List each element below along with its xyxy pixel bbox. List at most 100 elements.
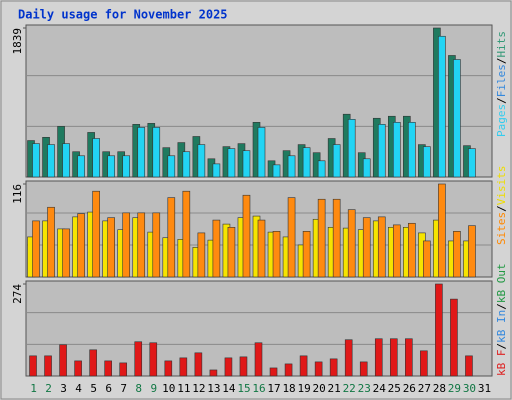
legend-separator: / <box>495 97 508 104</box>
x-tick-label: 25 <box>388 382 401 395</box>
x-tick-label: 16 <box>252 382 265 395</box>
bar <box>389 338 398 377</box>
bar <box>392 224 401 278</box>
bar <box>77 213 85 278</box>
bar <box>149 342 158 377</box>
bar <box>377 124 386 178</box>
bar <box>227 226 236 278</box>
bar <box>453 59 461 178</box>
bar <box>224 357 233 377</box>
x-tick-label: 5 <box>90 382 97 395</box>
bar <box>44 355 52 377</box>
bar <box>167 197 176 278</box>
bar <box>182 151 191 178</box>
bar <box>182 190 191 278</box>
x-tick-label: 19 <box>297 382 310 395</box>
bar <box>420 350 428 377</box>
bar <box>423 146 431 178</box>
x-tick-label: 11 <box>177 382 190 395</box>
bar <box>284 363 293 377</box>
bar <box>152 127 161 178</box>
legend: Pages/Files/Hits <box>495 31 508 137</box>
bar <box>254 342 263 377</box>
x-tick-label: 22 <box>343 382 356 395</box>
legend-separator: / <box>495 343 508 350</box>
legend-entry: kB F <box>495 350 508 377</box>
bar <box>92 138 100 178</box>
x-tick-label: 27 <box>418 382 431 395</box>
bar <box>197 144 206 178</box>
bar <box>362 158 371 178</box>
bar <box>137 212 146 278</box>
x-tick-label: 18 <box>282 382 295 395</box>
bar <box>257 219 266 278</box>
bar <box>107 217 115 278</box>
legend: Sites/Visits <box>495 166 508 246</box>
bar <box>269 367 278 377</box>
bar <box>468 148 476 178</box>
bar <box>152 212 161 278</box>
bar <box>62 143 70 178</box>
chart-title: Daily usage for November 2025 <box>18 8 228 22</box>
bar <box>302 147 311 178</box>
bar <box>374 338 383 377</box>
bar <box>137 127 146 178</box>
x-tick-label: 31 <box>478 382 491 395</box>
bar <box>435 283 443 377</box>
bar <box>272 164 281 178</box>
bar <box>332 144 341 178</box>
bar <box>59 344 67 377</box>
bar <box>104 360 112 377</box>
bar <box>299 355 308 377</box>
bar <box>164 360 173 377</box>
y-tick-label: 116 <box>11 184 24 204</box>
bar <box>167 155 176 178</box>
bar <box>287 197 296 278</box>
bar <box>405 338 413 377</box>
x-tick-label: 6 <box>105 382 112 395</box>
x-tick-label: 24 <box>373 382 387 395</box>
bar <box>119 362 128 377</box>
x-tick-label: 20 <box>313 382 326 395</box>
x-tick-label: 13 <box>207 382 220 395</box>
legend-entry: Sites <box>495 212 508 245</box>
bar <box>122 212 131 278</box>
bar <box>242 150 251 178</box>
legend-separator: / <box>495 205 508 212</box>
bar <box>212 163 221 178</box>
bar <box>450 298 458 377</box>
x-tick-label: 7 <box>120 382 127 395</box>
legend-entry: Hits <box>495 31 508 58</box>
bar <box>47 144 55 178</box>
bar <box>392 122 401 178</box>
bar <box>329 358 338 377</box>
bar <box>423 240 431 278</box>
bar <box>317 160 326 178</box>
bar <box>314 361 323 377</box>
bar <box>359 361 368 377</box>
x-tick-label: 1 <box>30 382 37 395</box>
bar <box>47 206 55 278</box>
bar <box>77 155 85 178</box>
legend-entry: kB In <box>495 310 508 343</box>
bar <box>62 228 70 278</box>
bar <box>239 356 248 377</box>
legend-separator: / <box>495 303 508 310</box>
x-tick-label: 3 <box>60 382 67 395</box>
bar <box>29 355 37 377</box>
x-tick-label: 29 <box>448 382 461 395</box>
legend-entry: Files <box>495 64 508 97</box>
x-tick-label: 9 <box>150 382 157 395</box>
x-tick-label: 23 <box>358 382 371 395</box>
y-tick-label: 1839 <box>11 28 24 55</box>
x-tick-label: 17 <box>267 382 280 395</box>
bar <box>347 119 356 178</box>
bar <box>465 355 473 377</box>
x-tick-label: 15 <box>237 382 250 395</box>
x-tick-label: 12 <box>192 382 205 395</box>
x-tick-label: 30 <box>463 382 476 395</box>
bar <box>438 183 446 278</box>
legend-entry: kB Out <box>495 263 508 303</box>
